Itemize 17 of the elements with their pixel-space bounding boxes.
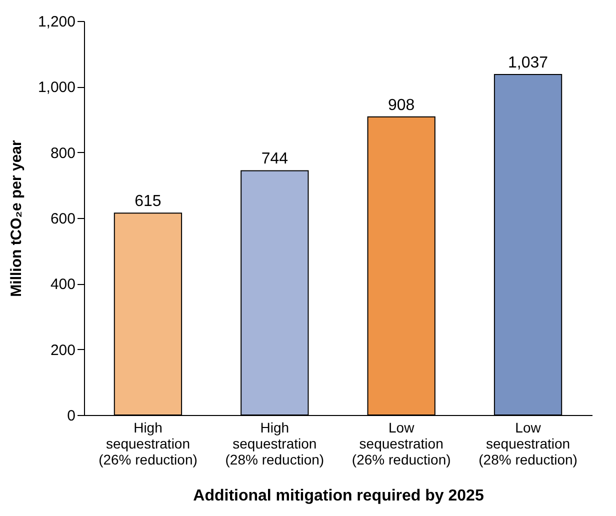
- y-tick-label: 1,000: [38, 79, 76, 96]
- y-tick-label: 1,200: [38, 14, 76, 30]
- data-label: 615: [134, 193, 162, 210]
- y-tick-label: 800: [50, 144, 76, 162]
- y-tick-label: 600: [50, 210, 76, 228]
- data-label: 1,037: [508, 54, 548, 72]
- y-tick-label: 400: [50, 276, 76, 294]
- x-tick-label: High sequestration (26% reduction): [98, 420, 198, 468]
- y-tick-label: 200: [50, 342, 76, 359]
- y-axis-title: Million tCO₂e per year: [8, 140, 25, 297]
- x-axis-title: Additional mitigation required by 2025: [193, 488, 484, 504]
- x-tick-label: Low sequestration (28% reduction): [478, 420, 578, 468]
- data-label: 744: [261, 150, 288, 168]
- x-tick-label: Low sequestration (26% reduction): [352, 420, 451, 468]
- y-tick-label: 0: [67, 408, 76, 424]
- x-tick-label: High sequestration (28% reduction): [225, 420, 324, 468]
- data-label: 908: [388, 96, 415, 114]
